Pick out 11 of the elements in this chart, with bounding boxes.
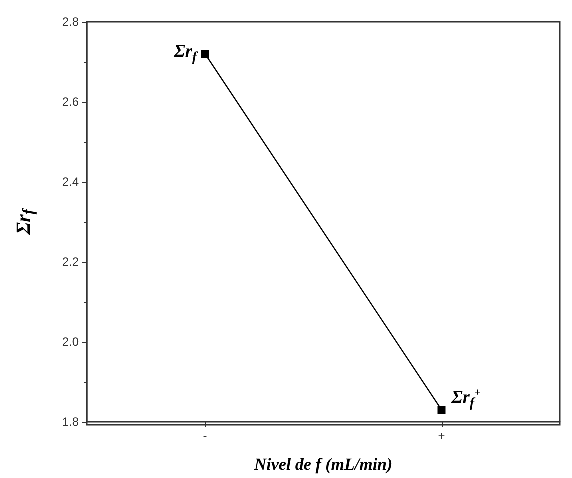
y-tick-label: 2.6 bbox=[62, 95, 80, 109]
annotation: Σr$_{f}$ bbox=[174, 41, 198, 66]
x-tick-label: - bbox=[203, 429, 208, 443]
y-tick-label: 2.4 bbox=[62, 175, 80, 189]
x-tick-label: + bbox=[438, 429, 446, 443]
y-tick-label: 2.2 bbox=[62, 255, 80, 269]
y-tick-label: 1.8 bbox=[62, 415, 80, 429]
y-tick-label: 2.8 bbox=[62, 15, 80, 29]
y-tick-label: 2.0 bbox=[62, 335, 80, 349]
x-axis-title: Nivel de f (mL/min) bbox=[253, 455, 393, 474]
y-axis-title: Σrf bbox=[13, 208, 38, 236]
